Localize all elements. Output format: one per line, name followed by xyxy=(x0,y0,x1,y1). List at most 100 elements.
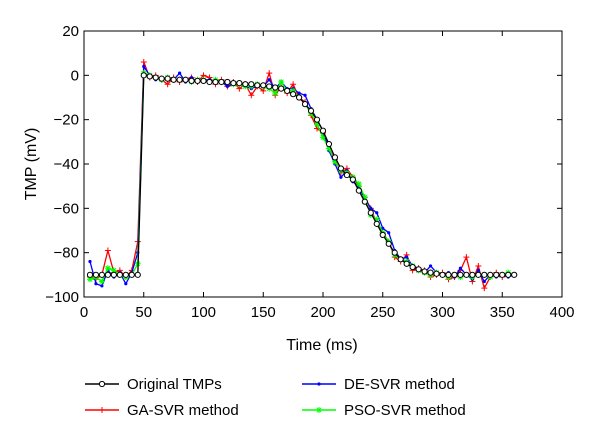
data-point xyxy=(110,267,117,274)
data-point xyxy=(463,271,470,278)
y-tick-label: −80 xyxy=(54,245,79,262)
legend-label: GA-SVR method xyxy=(127,402,239,419)
data-point xyxy=(313,116,321,123)
data-point xyxy=(86,276,93,283)
data-point xyxy=(296,94,303,101)
data-point xyxy=(224,78,231,86)
x-tick-label: 150 xyxy=(251,304,276,321)
data-point xyxy=(307,107,315,114)
plot-frame xyxy=(83,30,563,298)
x-tick-label: 350 xyxy=(490,304,515,321)
data-point xyxy=(206,78,213,86)
data-point xyxy=(405,255,409,259)
data-point xyxy=(158,75,165,82)
data-point xyxy=(178,71,182,75)
data-point xyxy=(463,254,470,261)
data-point xyxy=(355,180,362,187)
data-point xyxy=(254,82,261,89)
legend-label: DE-SVR method xyxy=(344,376,455,393)
axes xyxy=(83,30,563,298)
data-point xyxy=(481,271,488,278)
data-point xyxy=(355,187,362,194)
data-point xyxy=(421,268,428,275)
data-point xyxy=(457,271,464,278)
data-point xyxy=(367,209,374,216)
data-point xyxy=(375,211,379,215)
data-point xyxy=(194,77,201,84)
data-point xyxy=(188,77,195,84)
data-point xyxy=(110,271,117,278)
data-point xyxy=(218,78,225,86)
legend-item: PSO-SVR method xyxy=(302,402,466,419)
data-point xyxy=(134,271,141,278)
data-point xyxy=(428,264,433,268)
y-axis-label: TMP (mV) xyxy=(23,128,40,201)
data-point xyxy=(267,78,271,82)
data-point xyxy=(248,81,255,88)
data-point xyxy=(505,271,512,278)
data-point xyxy=(176,76,183,83)
data-point xyxy=(476,268,480,272)
data-point xyxy=(88,259,92,264)
data-point xyxy=(487,271,494,278)
legend-label: PSO-SVR method xyxy=(344,402,466,419)
data-point xyxy=(320,134,326,141)
legend-marker xyxy=(316,407,322,413)
data-point xyxy=(303,93,307,97)
data-point xyxy=(339,175,343,179)
data-point xyxy=(278,78,285,85)
data-point xyxy=(481,285,488,292)
data-point xyxy=(146,73,153,80)
data-point xyxy=(200,77,207,84)
y-tick-label: −20 xyxy=(54,112,79,129)
data-point xyxy=(314,121,321,128)
data-point xyxy=(124,282,128,286)
data-point xyxy=(373,220,380,227)
series-group xyxy=(86,59,518,292)
data-point xyxy=(140,72,147,79)
data-point xyxy=(128,271,135,278)
data-point xyxy=(499,271,506,278)
legend-marker xyxy=(98,380,106,388)
legend-item: DE-SVR method xyxy=(302,376,455,393)
tick-labels: 0 50 100 150 200 250 300 350 400200−20−40−60−80−… xyxy=(45,23,574,321)
data-point xyxy=(152,74,159,81)
data-point xyxy=(104,271,112,278)
data-point xyxy=(182,76,189,83)
y-tick-label: 20 xyxy=(62,23,79,40)
data-point xyxy=(104,265,111,272)
data-point xyxy=(301,101,309,108)
x-tick-label: 200 xyxy=(310,304,335,321)
data-point xyxy=(387,231,391,235)
legend-label: Original TMPs xyxy=(127,376,222,393)
x-axis-label: Time (ms) xyxy=(286,337,357,354)
data-point xyxy=(290,81,297,88)
data-point xyxy=(260,82,267,89)
data-point xyxy=(349,176,356,183)
data-point xyxy=(373,216,380,223)
x-tick-label: 300 xyxy=(430,304,455,321)
data-point xyxy=(170,76,177,83)
legend-marker xyxy=(317,382,321,386)
x-tick-label: 250 xyxy=(370,304,395,321)
data-point xyxy=(427,269,434,276)
data-point xyxy=(331,154,339,161)
data-point xyxy=(290,87,297,94)
data-point xyxy=(290,91,297,98)
data-point xyxy=(361,198,368,205)
data-point xyxy=(297,91,301,95)
data-point xyxy=(122,271,129,278)
data-point xyxy=(225,84,229,89)
data-point xyxy=(116,271,123,278)
series-line xyxy=(89,61,515,290)
data-point xyxy=(445,271,452,278)
data-point xyxy=(361,194,368,201)
data-point xyxy=(331,158,338,165)
data-point xyxy=(475,271,482,278)
data-point xyxy=(325,140,333,148)
data-point xyxy=(212,78,219,86)
data-point xyxy=(278,85,285,92)
data-point xyxy=(482,279,486,284)
data-point xyxy=(319,127,327,134)
data-point xyxy=(385,240,392,247)
